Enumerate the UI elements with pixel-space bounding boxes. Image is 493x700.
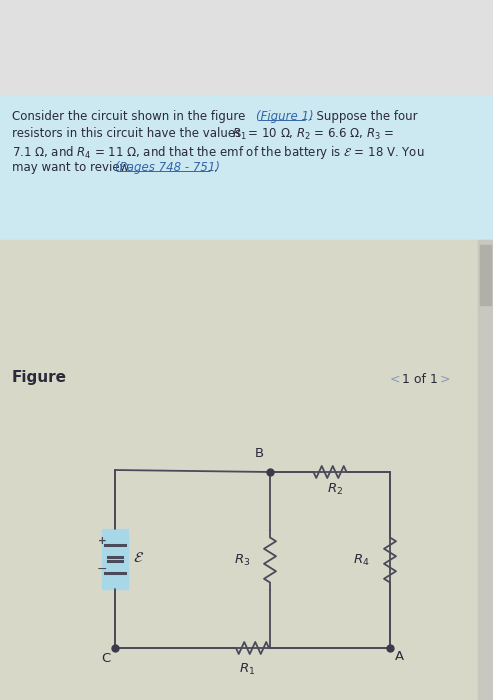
Text: 7.1 $\Omega$, and $R_4$ = 11 $\Omega$, and that the emf of the battery is $\math: 7.1 $\Omega$, and $R_4$ = 11 $\Omega$, a…	[12, 144, 424, 161]
Text: −: −	[97, 563, 107, 575]
Text: .: .	[214, 161, 218, 174]
Text: = 10 $\Omega$, $R_2$ = 6.6 $\Omega$, $R_3$ =: = 10 $\Omega$, $R_2$ = 6.6 $\Omega$, $R_…	[244, 127, 394, 142]
Text: $R_1$: $R_1$	[232, 127, 246, 142]
Text: (Pages 748 - 751): (Pages 748 - 751)	[115, 161, 220, 174]
Bar	[0, 95, 493, 240]
Text: $R_3$: $R_3$	[234, 552, 250, 568]
Text: may want to review: may want to review	[12, 161, 133, 174]
Bar	[0, 0, 493, 95]
Text: >: >	[440, 373, 451, 386]
Text: resistors in this circuit have the values: resistors in this circuit have the value…	[12, 127, 245, 140]
Text: $R_2$: $R_2$	[327, 482, 343, 497]
Text: . Suppose the four: . Suppose the four	[309, 110, 418, 123]
Text: Consider the circuit shown in the figure: Consider the circuit shown in the figure	[12, 110, 246, 123]
Text: $R_1$: $R_1$	[240, 662, 255, 677]
Text: $R_4$: $R_4$	[353, 552, 370, 568]
Text: +: +	[98, 536, 106, 546]
Text: (Figure 1): (Figure 1)	[256, 110, 314, 123]
Text: 1 of 1: 1 of 1	[402, 373, 438, 386]
Text: B: B	[255, 447, 264, 460]
Bar	[480, 245, 491, 305]
Bar	[0, 240, 493, 700]
Text: <: <	[390, 373, 400, 386]
Bar	[102, 529, 128, 589]
Text: C: C	[101, 652, 110, 665]
Text: $\mathcal{E}$: $\mathcal{E}$	[133, 550, 144, 564]
Text: A: A	[395, 650, 404, 663]
Text: Figure: Figure	[12, 370, 67, 385]
Bar	[478, 240, 493, 700]
